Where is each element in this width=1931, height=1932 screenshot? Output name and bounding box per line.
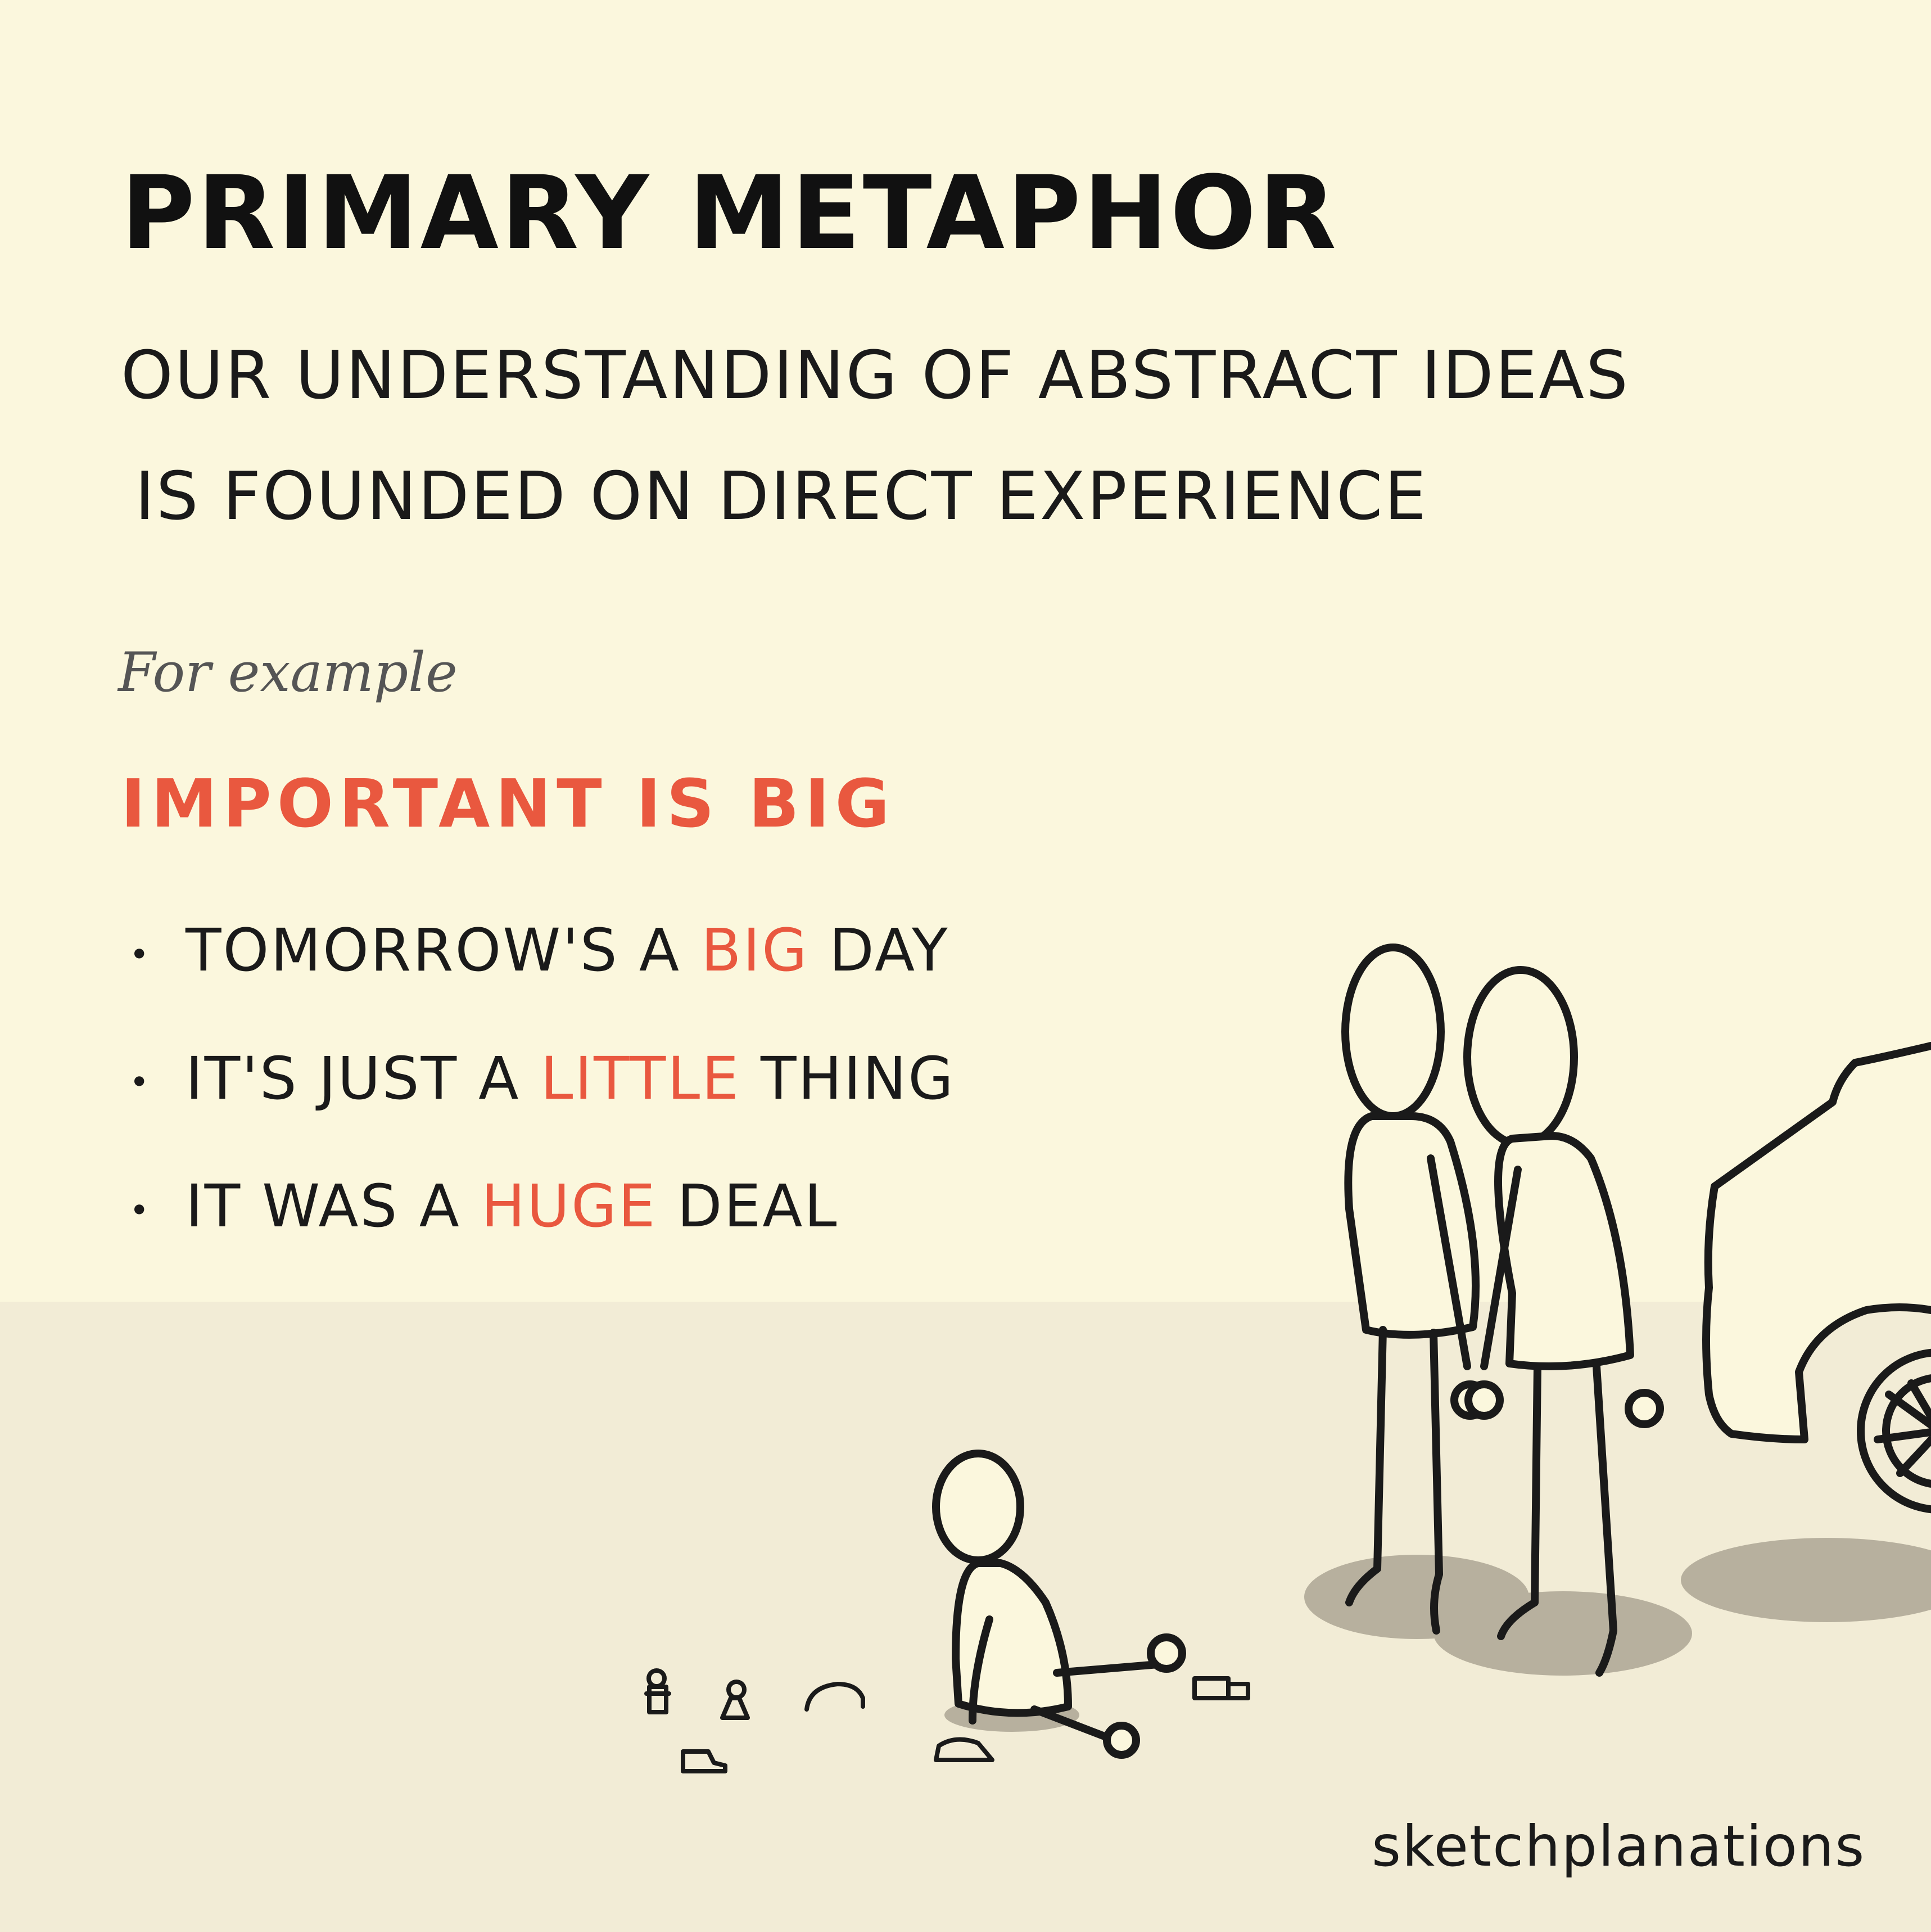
subtitle-line-1: OUR UNDERSTANDING OF ABSTRACT IDEAS bbox=[121, 336, 1630, 414]
example-highlight: BIG bbox=[701, 916, 809, 985]
example-item: • IT WAS A HUGE DEAL bbox=[129, 1144, 955, 1272]
subtitle: OUR UNDERSTANDING OF ABSTRACT IDEAS IS F… bbox=[121, 315, 1807, 557]
example-list: • TOMORROW'S A BIG DAY • IT'S JUST A LITTL… bbox=[129, 888, 955, 1272]
example-item: • TOMORROW'S A BIG DAY bbox=[129, 888, 955, 1017]
bullet-icon: • bbox=[129, 1191, 151, 1231]
example-highlight: LITTLE bbox=[540, 1044, 740, 1113]
example-highlight: HUGE bbox=[481, 1172, 657, 1241]
example-text-after: DAY bbox=[808, 916, 949, 985]
page-title: PRIMARY METAPHOR bbox=[121, 155, 1339, 272]
example-text-before: TOMORROW'S A bbox=[186, 916, 702, 985]
bullet-icon: • bbox=[129, 1063, 151, 1103]
subtitle-line-2: IS FOUNDED ON DIRECT EXPERIENCE bbox=[135, 457, 1428, 535]
brand-logo: sketchplanations bbox=[1372, 1813, 1866, 1879]
example-text-after: THING bbox=[740, 1044, 955, 1113]
example-text-after: DEAL bbox=[657, 1172, 839, 1241]
example-text-before: IT WAS A bbox=[186, 1172, 481, 1241]
bullet-icon: • bbox=[129, 935, 151, 974]
example-intro: For example bbox=[118, 641, 458, 704]
example-item: • IT'S JUST A LITTLE THING bbox=[129, 1017, 955, 1145]
metaphor-heading: IMPORTANT IS BIG bbox=[121, 765, 896, 842]
example-text-before: IT'S JUST A bbox=[186, 1044, 541, 1113]
